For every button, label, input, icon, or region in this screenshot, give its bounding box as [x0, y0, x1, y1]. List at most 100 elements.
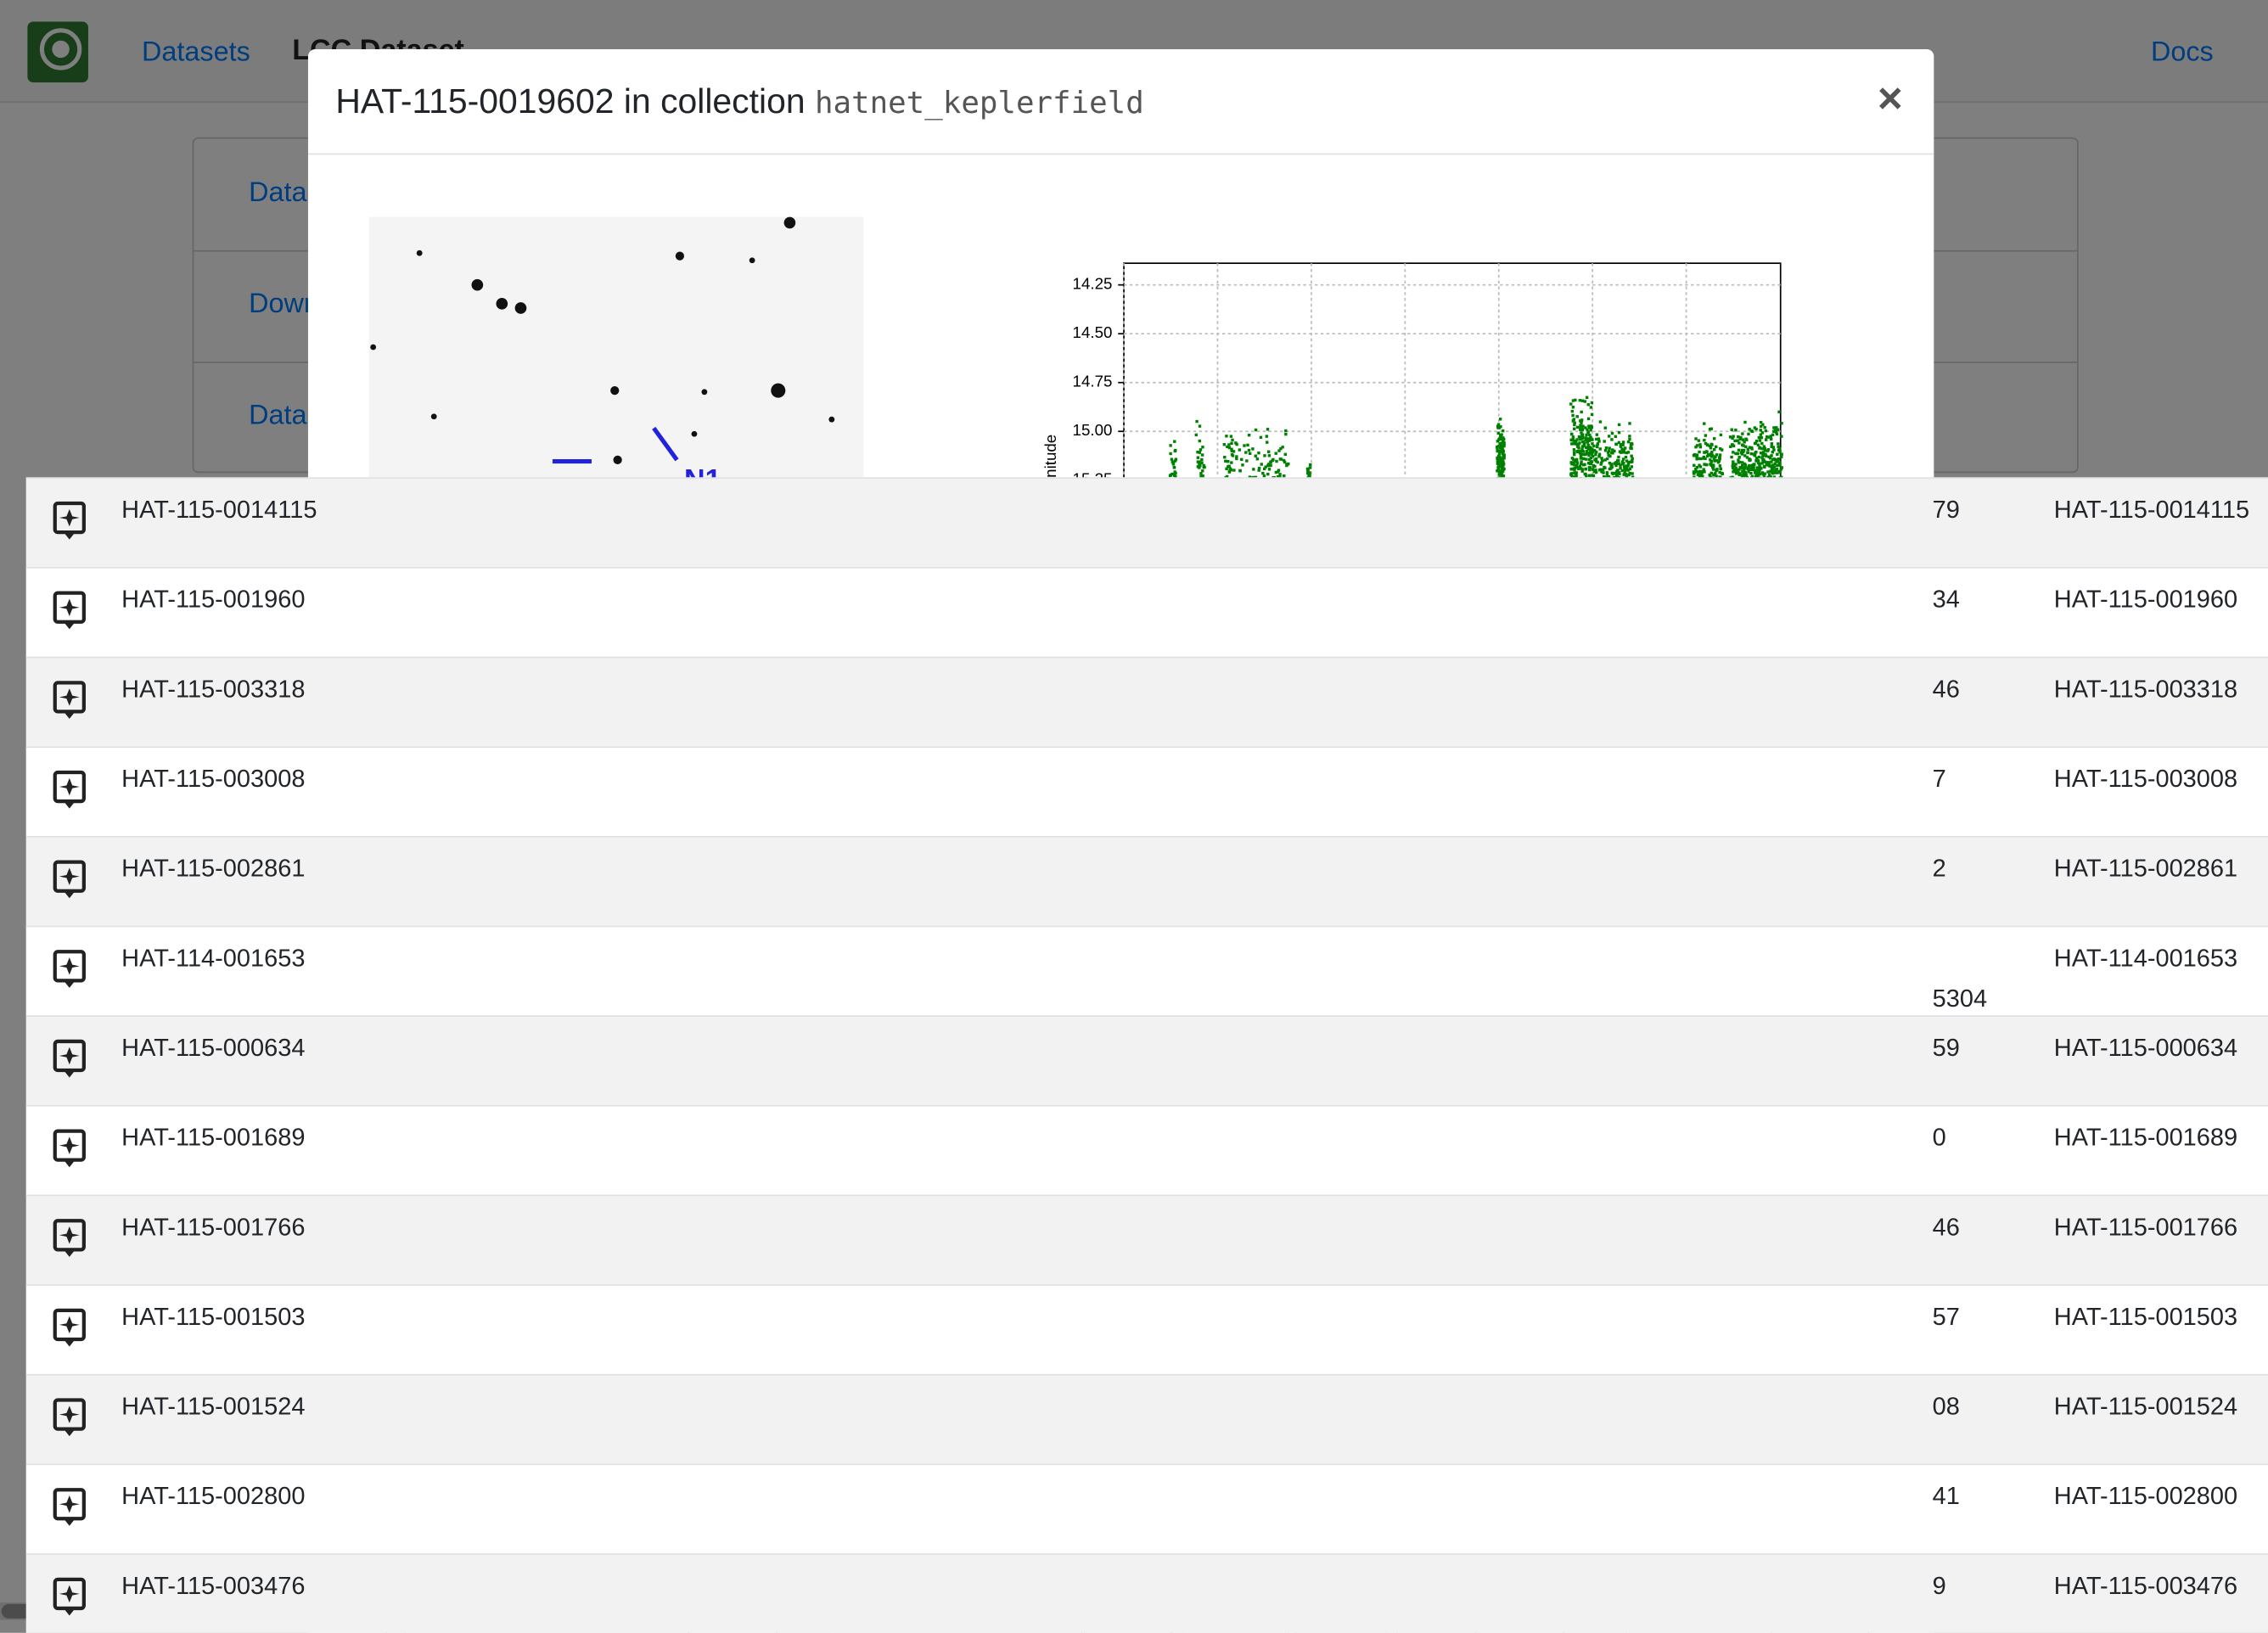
point-noise [1502, 436, 1505, 440]
point-noise [1704, 441, 1708, 446]
point-noise [1767, 455, 1771, 459]
point-noise [1598, 447, 1602, 451]
point-noise [1266, 472, 1270, 476]
object-id[interactable]: HAT-114-001653 [2053, 944, 2238, 973]
object-id[interactable]: HAT-115-001524 [121, 1393, 306, 1421]
point-noise [1597, 455, 1601, 458]
row-icon[interactable] [52, 770, 87, 811]
object-id[interactable]: HAT-115-001689 [121, 1124, 306, 1152]
point-noise [1619, 442, 1623, 446]
object-id[interactable]: HAT-115-001503 [121, 1303, 306, 1331]
point-noise [1748, 446, 1752, 449]
object-id[interactable]: HAT-115-002861 [2053, 855, 2238, 883]
point-noise [1230, 441, 1233, 445]
point-noise [1284, 429, 1288, 433]
point-noise [1761, 451, 1766, 454]
point-noise [1625, 475, 1628, 479]
object-id[interactable]: HAT-115-003476 [121, 1572, 306, 1600]
object-id[interactable]: HAT-115-001524 [2053, 1393, 2238, 1421]
close-button[interactable]: × [1877, 75, 1903, 123]
object-id[interactable]: HAT-115-0014115 [121, 496, 317, 524]
object-id[interactable]: HAT-115-000634 [2053, 1034, 2238, 1062]
object-id[interactable]: HAT-115-003318 [121, 675, 306, 704]
point-noise [1588, 433, 1592, 437]
object-id[interactable]: HAT-115-002861 [121, 855, 306, 883]
point-noise [1764, 460, 1767, 464]
object-id[interactable]: HAT-115-003008 [2053, 765, 2238, 793]
row-icon[interactable] [52, 1397, 87, 1438]
row-icon[interactable] [52, 590, 87, 631]
object-id[interactable]: HAT-115-002800 [2053, 1482, 2238, 1511]
cell: 08 [1932, 1393, 1960, 1421]
object-id[interactable]: HAT-115-003476 [2053, 1572, 2238, 1600]
object-id[interactable]: HAT-115-001503 [2053, 1303, 2238, 1331]
point-noise [1199, 464, 1202, 468]
point-noise [1496, 440, 1500, 443]
point-noise [1500, 471, 1504, 474]
object-id[interactable]: HAT-114-001653 [121, 944, 306, 973]
object-id[interactable]: HAT-115-001960 [121, 586, 306, 614]
point-noise [1780, 435, 1783, 438]
point-noise [1576, 467, 1580, 470]
point-noise [1496, 445, 1499, 449]
row-icon[interactable] [52, 1576, 87, 1617]
point-noise [1238, 469, 1242, 473]
point-noise [1251, 447, 1255, 451]
point-noise [1708, 444, 1712, 448]
point-noise [1761, 454, 1765, 457]
point-noise [1608, 461, 1612, 465]
object-id[interactable]: HAT-115-001766 [2053, 1213, 2238, 1242]
point-noise [1585, 396, 1589, 400]
point-noise [1747, 470, 1750, 474]
point-noise [1574, 398, 1577, 402]
table-row: HAT-114-001653 5304 HAT-114-001653 [25, 925, 2268, 1017]
row-icon[interactable] [52, 501, 87, 542]
row-icon[interactable] [52, 1487, 87, 1528]
point-noise [1581, 440, 1585, 444]
point-noise [1757, 455, 1761, 459]
point-noise [1582, 444, 1586, 448]
point-noise [1274, 452, 1277, 455]
object-id[interactable]: HAT-115-003008 [121, 765, 306, 793]
point-noise [1232, 450, 1236, 453]
object-id[interactable]: HAT-115-001960 [2053, 586, 2238, 614]
row-icon[interactable] [52, 1039, 87, 1080]
point-noise [1501, 469, 1505, 473]
row-icon[interactable] [52, 1307, 87, 1348]
point-noise [1501, 452, 1505, 456]
point-noise [1201, 474, 1204, 478]
row-icon[interactable] [52, 1128, 87, 1169]
object-id[interactable]: HAT-115-002800 [121, 1482, 306, 1511]
object-id[interactable]: HAT-115-001766 [121, 1213, 306, 1242]
point-noise [1587, 438, 1592, 441]
point-noise [1776, 452, 1779, 456]
point-noise [1719, 433, 1723, 437]
point-noise [1622, 473, 1625, 476]
point-noise [1749, 452, 1753, 456]
row-icon[interactable] [52, 949, 87, 990]
object-id[interactable]: HAT-115-001689 [2053, 1124, 2238, 1152]
point-noise [1501, 448, 1505, 452]
point-noise [1625, 459, 1629, 463]
object-id[interactable]: HAT-115-0014115 [2053, 496, 2250, 524]
cell: 41 [1932, 1482, 1960, 1511]
point-noise [1760, 431, 1765, 435]
object-id[interactable]: HAT-115-003318 [2053, 675, 2238, 704]
row-icon[interactable] [52, 1218, 87, 1259]
point-noise [1591, 442, 1594, 446]
point-noise [1585, 450, 1589, 453]
row-icon[interactable] [52, 680, 87, 721]
point-noise [1580, 457, 1584, 460]
point-noise [1223, 455, 1227, 459]
point-noise [1743, 420, 1747, 424]
point-noise [1585, 474, 1588, 478]
modal-title-text: HAT-115-0019602 in collection [335, 82, 806, 122]
point-noise [1740, 463, 1744, 468]
object-id[interactable]: HAT-115-000634 [121, 1034, 306, 1062]
point-noise [1600, 461, 1603, 464]
point-noise [1743, 469, 1746, 472]
point-noise [1715, 474, 1718, 478]
row-icon[interactable] [52, 859, 87, 900]
point-noise [1592, 444, 1596, 448]
